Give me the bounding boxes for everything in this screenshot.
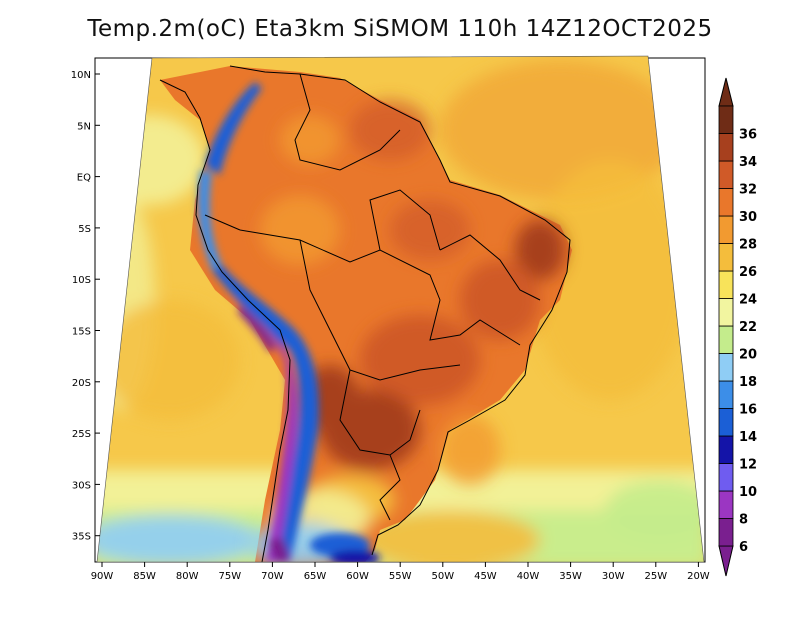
- colorbar-label: 22: [739, 320, 757, 335]
- colorbar-min-arrow: [718, 545, 734, 577]
- colorbar-swatch: [718, 353, 734, 382]
- longitude-axis: 90W 85W 80W 75W 70W 65W 60W 55W 50W 45W 40W 35W 30W 2…: [91, 562, 710, 582]
- lat-tick-label: EQ: [77, 173, 91, 184]
- colorbar-label: 26: [739, 265, 757, 280]
- colorbar-label: 28: [739, 238, 757, 253]
- lat-tick-label: 10S: [72, 275, 91, 286]
- lon-tick-label: 85W: [133, 571, 156, 582]
- colorbar-swatch: [718, 270, 734, 299]
- lon-tick-label: 90W: [91, 571, 114, 582]
- lon-tick-label: 50W: [431, 571, 454, 582]
- lon-tick-label: 40W: [517, 571, 540, 582]
- colorbar-label: 18: [739, 375, 757, 390]
- colorbar-swatch: [718, 408, 734, 437]
- lat-tick-label: 10N: [71, 70, 91, 81]
- colorbar-swatch: [718, 215, 734, 244]
- lon-tick-label: 25W: [644, 571, 667, 582]
- latitude-axis: 10N 5N EQ 5S 10S 15S 20S 25S 30S 35S: [71, 70, 100, 543]
- colorbar: 6 8 10 12 14 16 18 20 22 24 26 28 30 32 34 36: [718, 77, 757, 577]
- lat-tick-label: 20S: [72, 378, 91, 389]
- lon-tick-label: 80W: [176, 571, 199, 582]
- colorbar-label: 12: [739, 458, 757, 473]
- colorbar-swatch: [718, 518, 734, 547]
- colorbar-label: 14: [739, 430, 757, 445]
- lon-tick-label: 35W: [559, 571, 582, 582]
- map-title: Temp.2m(oC) Eta3km SiSMOM 110h 14Z12OCT2…: [87, 16, 713, 42]
- lon-tick-label: 60W: [346, 571, 369, 582]
- lon-tick-label: 70W: [261, 571, 284, 582]
- lon-tick-label: 45W: [474, 571, 497, 582]
- colorbar-swatch: [718, 435, 734, 464]
- colorbar-swatch: [718, 463, 734, 492]
- lon-tick-label: 65W: [304, 571, 327, 582]
- colorbar-label: 30: [739, 210, 757, 225]
- temperature-field: [97, 56, 704, 562]
- lat-tick-label: 25S: [72, 429, 91, 440]
- lon-tick-label: 55W: [389, 571, 412, 582]
- colorbar-swatch: [718, 188, 734, 217]
- colorbar-label: 32: [739, 183, 757, 198]
- lat-tick-label: 5N: [77, 121, 91, 132]
- colorbar-label: 16: [739, 403, 757, 418]
- colorbar-label: 36: [739, 128, 757, 143]
- colorbar-label: 20: [739, 348, 757, 363]
- lat-tick-label: 15S: [72, 327, 91, 338]
- colorbar-swatch: [718, 133, 734, 162]
- colorbar-swatch: [718, 243, 734, 272]
- colorbar-swatch: [718, 490, 734, 519]
- colorbar-label: 6: [739, 540, 748, 555]
- colorbar-label: 10: [739, 485, 757, 500]
- lat-tick-label: 35S: [72, 532, 91, 543]
- colorbar-label: 34: [739, 155, 757, 170]
- colorbar-max-arrow: [718, 77, 734, 107]
- colorbar-swatch: [718, 380, 734, 409]
- colorbar-label: 24: [739, 293, 757, 308]
- colorbar-swatch: [718, 325, 734, 354]
- colorbar-swatch: [718, 298, 734, 327]
- lat-tick-label: 30S: [72, 480, 91, 491]
- lon-tick-label: 30W: [602, 571, 625, 582]
- colorbar-label: 8: [739, 513, 748, 528]
- lat-tick-label: 5S: [78, 224, 91, 235]
- lon-tick-label: 75W: [218, 571, 241, 582]
- colorbar-swatch: [718, 105, 734, 134]
- colorbar-swatch: [718, 160, 734, 189]
- lon-tick-label: 20W: [687, 571, 710, 582]
